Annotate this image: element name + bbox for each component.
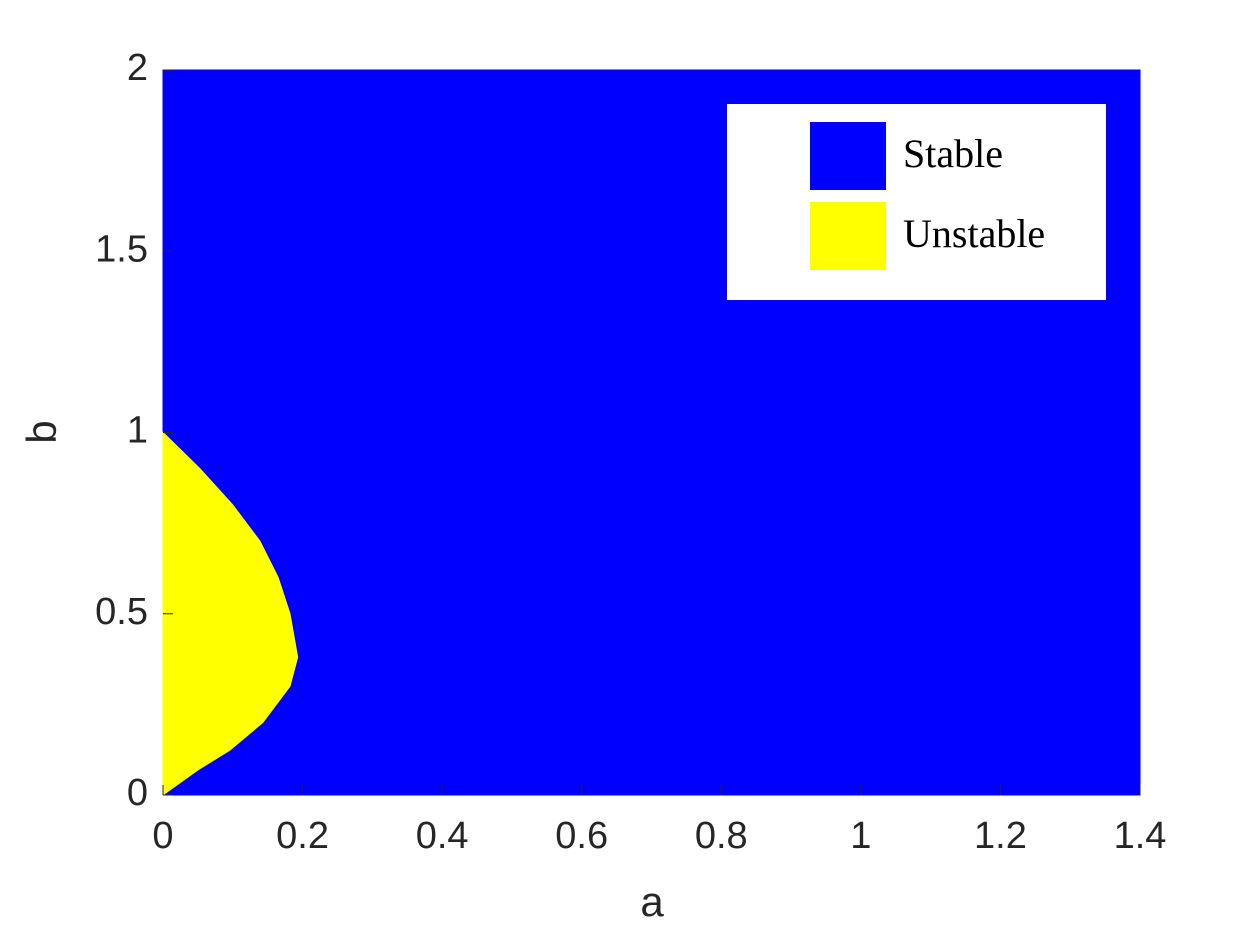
legend-label: Unstable bbox=[903, 211, 1045, 256]
x-tick-label: 0.8 bbox=[695, 815, 748, 857]
y-tick-label: 0 bbox=[127, 772, 148, 814]
x-tick-label: 1 bbox=[850, 815, 871, 857]
x-tick-label: 0.6 bbox=[555, 815, 608, 857]
y-tick-label: 2 bbox=[127, 47, 148, 89]
x-tick-label: 1.4 bbox=[1114, 815, 1167, 857]
y-axis-label: b bbox=[18, 420, 65, 443]
y-tick-label: 1.5 bbox=[95, 228, 148, 270]
legend-box bbox=[727, 104, 1106, 300]
x-tick-label: 1.2 bbox=[974, 815, 1027, 857]
x-tick-label: 0 bbox=[152, 815, 173, 857]
legend-swatch bbox=[810, 202, 886, 270]
x-tick-label: 0.4 bbox=[416, 815, 469, 857]
x-axis-label: a bbox=[640, 878, 664, 925]
y-tick-label: 1 bbox=[127, 410, 148, 452]
legend-label: Stable bbox=[903, 131, 1003, 176]
y-tick-label: 0.5 bbox=[95, 591, 148, 633]
region bbox=[162, 431, 299, 796]
x-tick-label: 0.2 bbox=[276, 815, 329, 857]
legend-swatch bbox=[810, 122, 886, 190]
